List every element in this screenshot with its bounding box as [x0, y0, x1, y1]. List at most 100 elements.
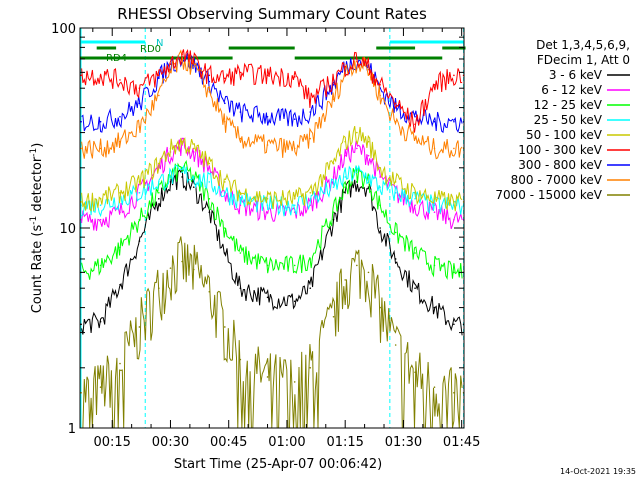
series-5-point-5: [169, 63, 172, 65]
series-8-point-12: [293, 381, 296, 383]
legend-label-1: 6 - 12 keV: [541, 83, 603, 97]
series-4-point-16: [356, 131, 358, 134]
series-4-point-4: [158, 162, 160, 165]
series-7-point-3: [138, 126, 141, 128]
series-4-point-22: [453, 201, 455, 203]
legend-header-line-2: FDecim 1, Att 0: [537, 53, 630, 67]
series-3-point-8: [208, 181, 211, 183]
series-8-point-7: [192, 268, 195, 271]
series-0-point-5: [169, 181, 172, 183]
series-4-point-9: [224, 181, 226, 183]
series-8-point-20: [414, 371, 416, 374]
series-7-point-20: [414, 137, 416, 140]
series-4: [80, 125, 465, 212]
series-line-2: [81, 159, 463, 281]
series-5-point-22: [453, 74, 455, 77]
series-2-point-2: [119, 246, 121, 249]
series-6-point-1: [99, 120, 102, 123]
x-axis-label: Start Time (25-Apr-07 00:06:42): [174, 457, 382, 472]
series-8-point-4: [158, 287, 160, 290]
rd0-label: RD0: [140, 44, 161, 55]
series-2-point-18: [379, 204, 381, 207]
series-4-point-19: [394, 181, 397, 183]
x-tick-label-6: 01:45: [443, 435, 480, 450]
series-1-point-17: [367, 154, 370, 157]
series-0-point-9: [224, 252, 226, 254]
series-2-point-21: [433, 264, 436, 267]
series-3-point-14: [332, 186, 335, 188]
series-4-point-5: [169, 147, 172, 150]
series-1-point-10: [239, 204, 242, 207]
series-7-point-9: [224, 120, 226, 123]
series-4-point-17: [367, 140, 370, 143]
series-2-point-15: [344, 186, 346, 188]
series-7-point-7: [192, 65, 195, 68]
series-8-point-9: [224, 326, 226, 328]
series-8-point-5: [169, 267, 172, 269]
series-5-point-16: [356, 58, 358, 60]
series-line-8: [81, 236, 463, 429]
series-2-point-1: [99, 264, 102, 267]
series-0-point-19: [394, 258, 397, 260]
series-0-point-8: [208, 211, 211, 213]
series-3-point-9: [224, 191, 226, 194]
series-5-point-12: [293, 76, 296, 78]
y-tick-label-0: 1: [68, 422, 76, 437]
series-2-point-11: [266, 264, 269, 267]
series-1-point-22: [453, 218, 455, 221]
series-8-point-3: [138, 326, 141, 328]
series-1-point-21: [433, 211, 436, 213]
series-5-point-6: [181, 53, 183, 55]
series-4-point-8: [208, 162, 211, 165]
n-label: N: [156, 38, 163, 49]
series-line-3: [81, 164, 463, 218]
x-tick-label-5: 01:30: [385, 435, 422, 450]
series-1-point-15: [344, 154, 346, 157]
series-7-point-2: [119, 140, 121, 143]
series-line-0: [81, 167, 463, 336]
series-6-point-4: [158, 77, 160, 80]
series-3: [80, 164, 465, 218]
series-7-point-14: [332, 98, 335, 101]
series-8-point-13: [309, 366, 312, 369]
series-0-point-15: [344, 191, 346, 194]
x-tick-label-3: 01:00: [268, 435, 305, 450]
series-3-point-21: [433, 204, 436, 207]
series-6-point-0: [80, 120, 82, 123]
series-4-point-15: [344, 140, 346, 143]
series-2-point-10: [239, 252, 242, 254]
series-8-point-10: [239, 358, 242, 361]
series-0-point-13: [309, 287, 312, 290]
legend-header-line-1: Det 1,3,4,5,6,9,: [536, 38, 630, 52]
series-8-point-1: [99, 386, 102, 388]
series-3-point-12: [293, 204, 296, 207]
series-3-point-15: [344, 176, 346, 178]
legend-label-5: 100 - 300 keV: [518, 143, 602, 157]
series-0-point-0: [80, 323, 82, 326]
series-1-point-18: [379, 176, 381, 178]
series-1-point-1: [99, 218, 102, 221]
series-5-point-7: [192, 60, 195, 63]
series-4-point-21: [433, 197, 436, 200]
series-5-point-2: [119, 79, 121, 81]
series-0-point-3: [138, 240, 141, 242]
series-7-point-8: [208, 90, 211, 93]
series-7-point-18: [379, 94, 381, 97]
series-2-point-3: [138, 218, 141, 221]
series-2-point-13: [309, 258, 312, 260]
series-7-point-21: [433, 147, 436, 150]
series-2-point-8: [208, 197, 211, 200]
series-4-point-14: [332, 162, 335, 165]
series-5-point-0: [80, 74, 82, 77]
series-6-point-9: [224, 102, 226, 105]
series-3-point-6: [181, 171, 183, 174]
series-0-point-14: [332, 218, 335, 221]
series-1-point-2: [119, 211, 121, 213]
series-2-point-20: [414, 252, 416, 254]
series-2-point-22: [453, 271, 455, 274]
series-0-point-7: [192, 186, 195, 188]
series-1-point-0: [80, 218, 82, 221]
series-6-point-22: [453, 120, 455, 123]
legend-label-6: 300 - 800 keV: [518, 158, 602, 172]
series-line-4: [81, 125, 463, 212]
